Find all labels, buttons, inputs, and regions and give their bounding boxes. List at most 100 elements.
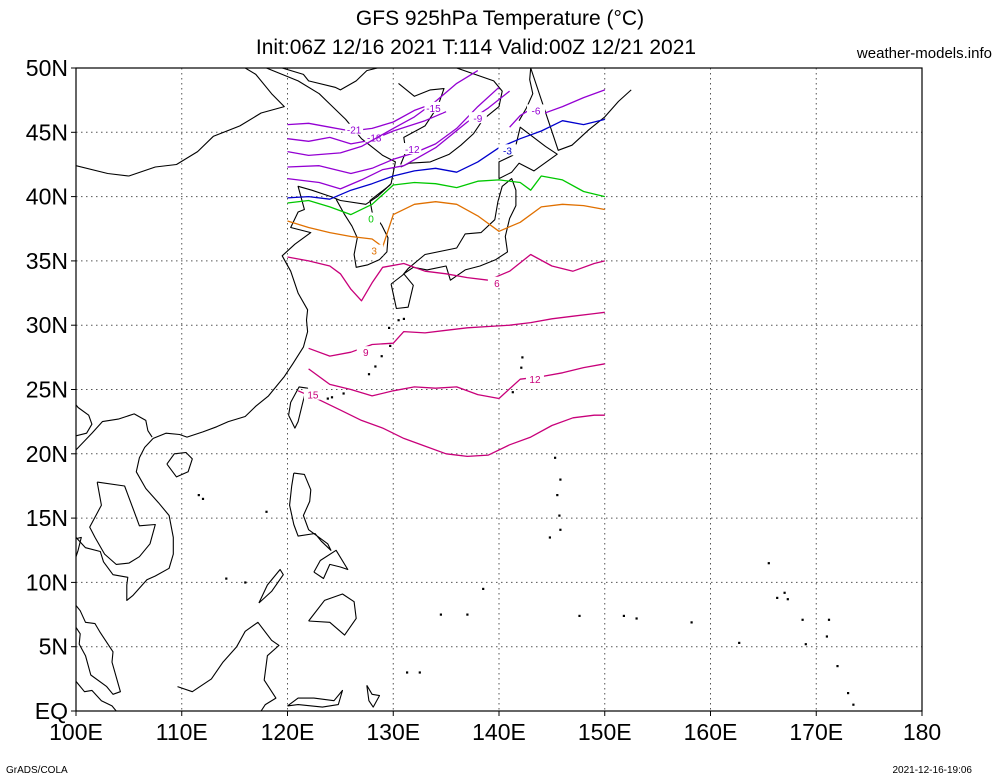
- lat-tick-label: EQ: [35, 698, 68, 724]
- island-dot: [521, 356, 524, 359]
- footer-timestamp: 2021-12-16-19:06: [892, 765, 972, 776]
- island-dot: [554, 456, 557, 459]
- lat-tick-label: 5N: [39, 634, 68, 660]
- lat-tick-label: 30N: [26, 312, 68, 338]
- contour-line: [509, 89, 606, 128]
- island-dot: [380, 355, 383, 358]
- lon-tick-label: 180: [903, 719, 941, 745]
- lat-tick-label: 25N: [26, 377, 68, 403]
- contour-line: [287, 86, 500, 175]
- island-dot: [801, 618, 804, 621]
- contour-line: [287, 201, 605, 248]
- coastline-myanmar-china-border: [76, 404, 93, 437]
- lat-tick-label: 10N: [26, 569, 68, 595]
- island-dot: [406, 671, 409, 674]
- coastline-china-coast: [76, 68, 396, 601]
- coastline-laos-cambodia: [89, 481, 156, 565]
- contour-label-bg: [345, 123, 364, 135]
- island-dot: [244, 581, 247, 584]
- island-dot: [804, 643, 807, 646]
- island-dot: [330, 396, 334, 399]
- island-dot: [827, 618, 831, 621]
- coastline-hainan: [166, 451, 193, 478]
- coastline-halmahera: [366, 685, 381, 708]
- contour-label-bg: [527, 104, 546, 116]
- contour-label: 12: [529, 375, 541, 386]
- lat-tick-label: 20N: [26, 441, 68, 467]
- island-dot: [342, 392, 345, 395]
- coastline-vietnam-laos-border: [76, 413, 153, 451]
- contour-label: 6: [494, 279, 500, 290]
- contour-label: -12: [405, 145, 420, 156]
- island-dot: [690, 621, 693, 624]
- contour-line: [287, 70, 479, 157]
- contour-line: [287, 111, 447, 145]
- lon-tick-label: 150E: [578, 719, 632, 745]
- contour-label-bg: [362, 212, 381, 224]
- coastline-sea-of-okhotsk-coast: [400, 68, 503, 168]
- contour-label-bg: [487, 276, 506, 288]
- island-dot: [836, 665, 839, 668]
- lon-tick-label: 170E: [789, 719, 843, 745]
- lon-tick-label: 140E: [472, 719, 526, 745]
- contour-line: [287, 253, 605, 302]
- island-dot: [559, 478, 562, 481]
- lon-tick-label: 110E: [156, 719, 208, 745]
- coastline-sakhalin-kurils: [518, 68, 632, 151]
- island-dot: [622, 614, 625, 617]
- lat-tick-label: 15N: [26, 505, 68, 531]
- graticule: [76, 68, 922, 711]
- map-title: GFS 925hPa Temperature (°C): [355, 7, 645, 30]
- island-dot: [548, 536, 551, 539]
- coastline-hokkaido: [498, 126, 558, 180]
- coastline-visayas: [313, 549, 349, 580]
- island-dot: [783, 591, 786, 594]
- coastline-thailand-gulf: [76, 536, 82, 559]
- lat-tick-label: 50N: [26, 55, 68, 81]
- contour-label: 3: [371, 247, 377, 258]
- island-dot: [635, 617, 638, 620]
- contour-label-bg: [303, 388, 322, 400]
- lon-tick-label: 100E: [49, 719, 103, 745]
- contour-label-bg: [403, 143, 422, 155]
- lat-tick-label: 35N: [26, 248, 68, 274]
- island-dot: [847, 692, 850, 695]
- contour-label-bg: [498, 144, 517, 156]
- island-dot: [520, 366, 523, 369]
- axis-labels: 100E 110E 120E 130E 140E 150E 160E 170E 180 EQ 5N 1…: [26, 55, 941, 745]
- contour-label-bg: [365, 244, 384, 256]
- island-dot: [197, 494, 200, 497]
- contour-label-bg: [525, 373, 544, 385]
- lat-tick-label: 45N: [26, 119, 68, 145]
- island-dot: [767, 562, 770, 565]
- island-dot: [738, 641, 741, 644]
- island-dot: [367, 373, 371, 376]
- contour-label: 15: [307, 391, 319, 402]
- coastline-kamchatka-pacific: [666, 68, 667, 69]
- contour-line: [297, 390, 605, 458]
- coastline-malay-peninsula: [76, 605, 121, 695]
- contour-line: [308, 311, 605, 357]
- coastline-mongolia-border: [76, 68, 285, 177]
- contour-label-bg: [356, 346, 375, 358]
- coastline-russia-china-border: [282, 68, 378, 91]
- island-dot: [397, 319, 400, 322]
- contour-label-bg: [424, 101, 443, 113]
- island-dot: [326, 397, 329, 400]
- contour-label: -9: [473, 114, 482, 125]
- coastline-sumatra-tip: [76, 681, 117, 711]
- lon-tick-label: 120E: [261, 719, 315, 745]
- contour-label: -6: [532, 106, 541, 117]
- coastline-sulawesi-north: [287, 689, 344, 708]
- contour-label: -21: [347, 126, 362, 137]
- island-dot: [418, 671, 421, 674]
- island-dot: [389, 344, 392, 347]
- island-dot: [402, 317, 405, 320]
- island-dot: [225, 577, 228, 580]
- island-dot: [786, 598, 789, 601]
- contour-label: 0: [368, 214, 374, 225]
- island-dot: [388, 326, 391, 329]
